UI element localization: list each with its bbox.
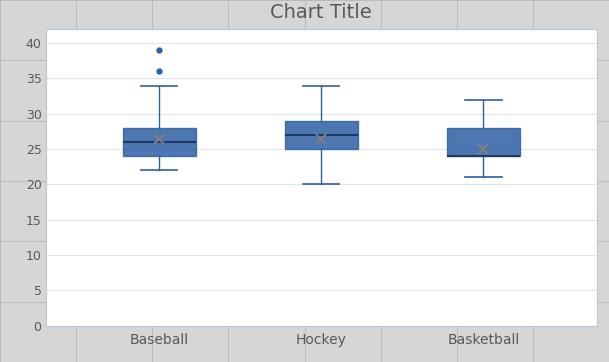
Title: Chart Title: Chart Title — [270, 3, 372, 22]
PathPatch shape — [447, 128, 520, 156]
PathPatch shape — [122, 128, 195, 156]
PathPatch shape — [285, 121, 357, 149]
